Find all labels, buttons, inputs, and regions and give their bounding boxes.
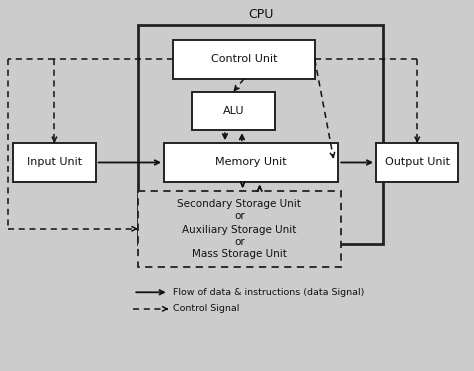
- Text: Auxiliary Storage Unit: Auxiliary Storage Unit: [182, 225, 297, 235]
- Text: Memory Unit: Memory Unit: [215, 157, 287, 167]
- Bar: [192, 92, 275, 130]
- Bar: [138, 191, 341, 266]
- Text: CPU: CPU: [248, 8, 273, 21]
- Bar: [164, 143, 338, 182]
- Bar: [376, 143, 458, 182]
- Text: ALU: ALU: [223, 106, 244, 116]
- Text: Mass Storage Unit: Mass Storage Unit: [192, 249, 287, 259]
- Text: or: or: [234, 211, 245, 221]
- Text: Input Unit: Input Unit: [27, 157, 82, 167]
- Text: Flow of data & instructions (data Signal): Flow of data & instructions (data Signal…: [173, 288, 365, 297]
- Bar: [173, 40, 315, 79]
- Bar: [13, 143, 96, 182]
- Text: Control Unit: Control Unit: [211, 55, 277, 65]
- Text: Secondary Storage Unit: Secondary Storage Unit: [177, 199, 301, 209]
- Text: Output Unit: Output Unit: [385, 157, 450, 167]
- Text: or: or: [234, 237, 245, 247]
- Bar: [138, 25, 383, 244]
- Text: Control Signal: Control Signal: [173, 304, 240, 313]
